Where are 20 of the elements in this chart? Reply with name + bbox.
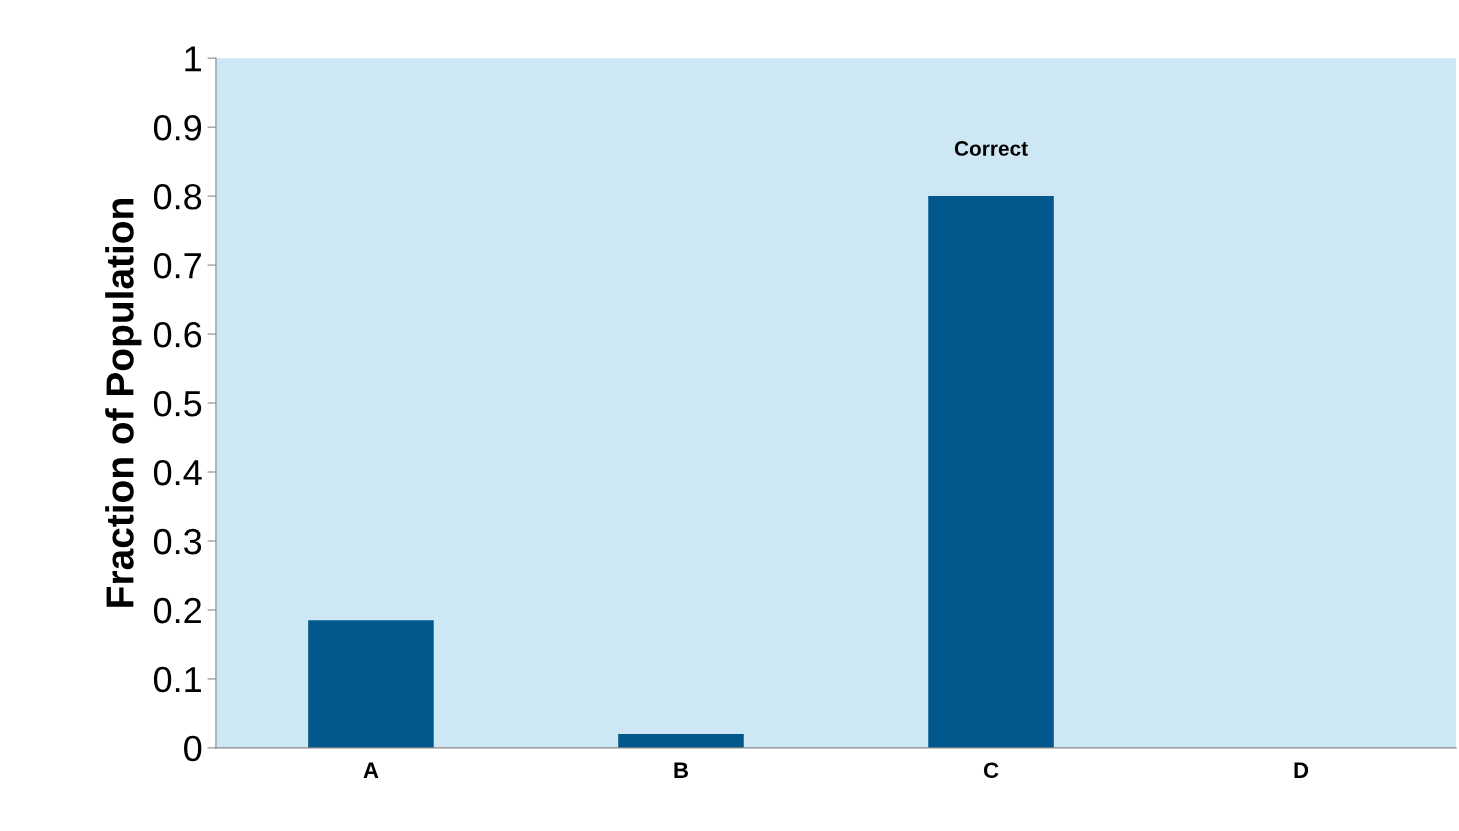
annotation: Correct <box>954 141 1028 156</box>
bar <box>308 620 434 748</box>
y-tick-label: 0.9 <box>153 115 202 141</box>
bar <box>928 196 1054 748</box>
y-tick-label: 0 <box>184 735 202 762</box>
y-tick-label: 0.8 <box>153 183 202 210</box>
y-tick-label: 0.2 <box>153 597 201 624</box>
y-tick-label: 0.4 <box>153 459 202 486</box>
x-tick-label: B <box>674 762 688 778</box>
y-tick-label: 0.6 <box>153 321 202 348</box>
y-tick-label: 0.3 <box>153 528 202 555</box>
x-tick-label: D <box>1294 762 1309 778</box>
y-tick-label: 0.7 <box>153 252 201 279</box>
bar <box>618 734 744 748</box>
y-tick-label: 0.1 <box>153 666 201 693</box>
y-tick-label: 1 <box>185 46 201 72</box>
y-axis-title: Fraction of Population <box>105 199 142 607</box>
x-tick-label: C <box>983 762 999 779</box>
y-tick-label: 0.5 <box>153 390 202 417</box>
x-tick-label: A <box>363 762 379 778</box>
